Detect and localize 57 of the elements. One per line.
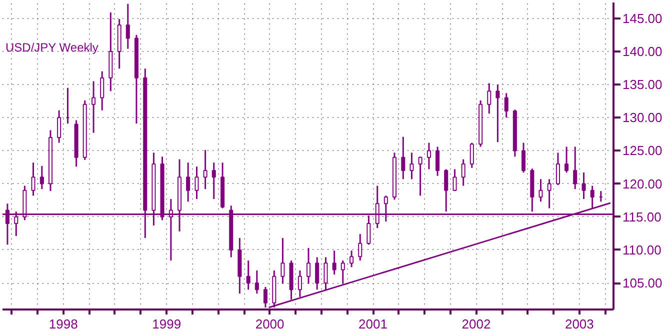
candlestick bbox=[521, 142, 526, 174]
x-tick-label: 1999 bbox=[152, 316, 182, 331]
candlestick bbox=[186, 162, 190, 202]
x-tick-label: 2003 bbox=[564, 316, 594, 331]
candlestick bbox=[426, 142, 431, 170]
y-tick-label: 120.00 bbox=[622, 176, 662, 192]
candlestick bbox=[444, 168, 448, 212]
x-tick-label: 2002 bbox=[462, 316, 491, 331]
candlestick bbox=[92, 80, 96, 134]
candlestick bbox=[461, 158, 466, 187]
candlestick bbox=[57, 110, 62, 144]
candlestick bbox=[582, 172, 586, 200]
candlestick bbox=[410, 152, 414, 180]
candlestick bbox=[324, 256, 328, 290]
candlestick bbox=[212, 162, 216, 200]
candlestick bbox=[358, 233, 362, 262]
x-tick-label: 2000 bbox=[255, 316, 284, 331]
y-tick-label: 130.00 bbox=[622, 110, 662, 126]
y-tick-label: 125.00 bbox=[622, 143, 662, 158]
candlestick bbox=[254, 270, 259, 294]
candlestick bbox=[556, 152, 560, 186]
candlestick bbox=[504, 92, 508, 118]
y-tick-label: 140.00 bbox=[622, 44, 662, 59]
x-tick-label: 1998 bbox=[48, 316, 78, 331]
y-tick-label: 135.00 bbox=[622, 77, 662, 92]
candlestick bbox=[538, 178, 543, 202]
candlestick bbox=[487, 82, 492, 114]
candlestick bbox=[401, 136, 406, 180]
candlestick bbox=[306, 247, 311, 284]
candlestick bbox=[332, 250, 336, 276]
candlestick bbox=[298, 270, 302, 298]
y-tick-label: 110.00 bbox=[622, 242, 662, 258]
x-tick-label: 2001 bbox=[358, 316, 388, 331]
candlestick bbox=[263, 286, 268, 308]
candlestick bbox=[350, 250, 354, 268]
candlestick bbox=[100, 70, 104, 112]
candlestick bbox=[547, 178, 552, 210]
candlestick bbox=[496, 84, 500, 143]
candlestick bbox=[418, 156, 422, 196]
candlestick bbox=[40, 165, 44, 190]
candlestick bbox=[573, 146, 578, 190]
candlestick bbox=[315, 256, 320, 290]
candlestick bbox=[246, 260, 250, 290]
candlestick bbox=[564, 146, 569, 174]
candlestick bbox=[31, 162, 36, 196]
candlestick bbox=[470, 142, 474, 169]
y-tick-label: 145.00 bbox=[622, 10, 662, 26]
y-tick-label: 115.00 bbox=[622, 209, 662, 224]
text: USD/JPY Weekly bbox=[6, 40, 98, 54]
candlestick bbox=[203, 149, 208, 190]
candlestick bbox=[340, 260, 345, 284]
candlestick bbox=[436, 146, 440, 177]
candlestick bbox=[194, 166, 199, 200]
candlestick bbox=[280, 237, 285, 284]
candlestick bbox=[126, 3, 130, 50]
candlestick bbox=[452, 168, 457, 192]
y-tick-label: 105.00 bbox=[622, 276, 662, 291]
